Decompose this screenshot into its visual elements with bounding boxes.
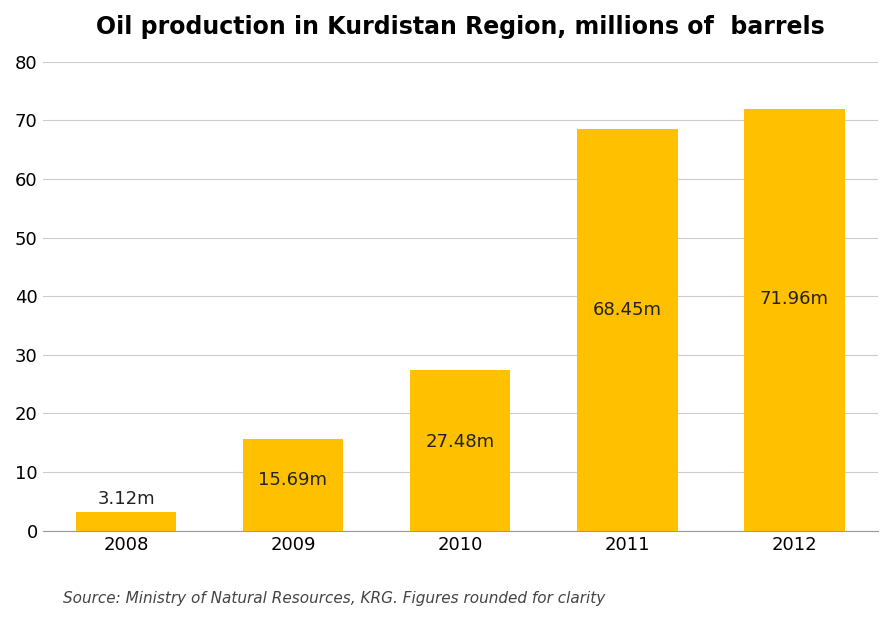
Text: 3.12m: 3.12m (97, 489, 155, 508)
Text: 68.45m: 68.45m (592, 301, 662, 319)
Text: 71.96m: 71.96m (759, 290, 829, 308)
Bar (243, 439, 343, 531)
Bar (577, 130, 678, 531)
Title: Oil production in Kurdistan Region, millions of  barrels: Oil production in Kurdistan Region, mill… (96, 15, 824, 39)
Text: 15.69m: 15.69m (258, 471, 327, 489)
Bar (76, 512, 176, 531)
Bar (745, 109, 845, 531)
Bar (410, 370, 511, 531)
Text: 27.48m: 27.48m (425, 433, 495, 451)
Text: Source: Ministry of Natural Resources, KRG. Figures rounded for clarity: Source: Ministry of Natural Resources, K… (63, 591, 605, 606)
